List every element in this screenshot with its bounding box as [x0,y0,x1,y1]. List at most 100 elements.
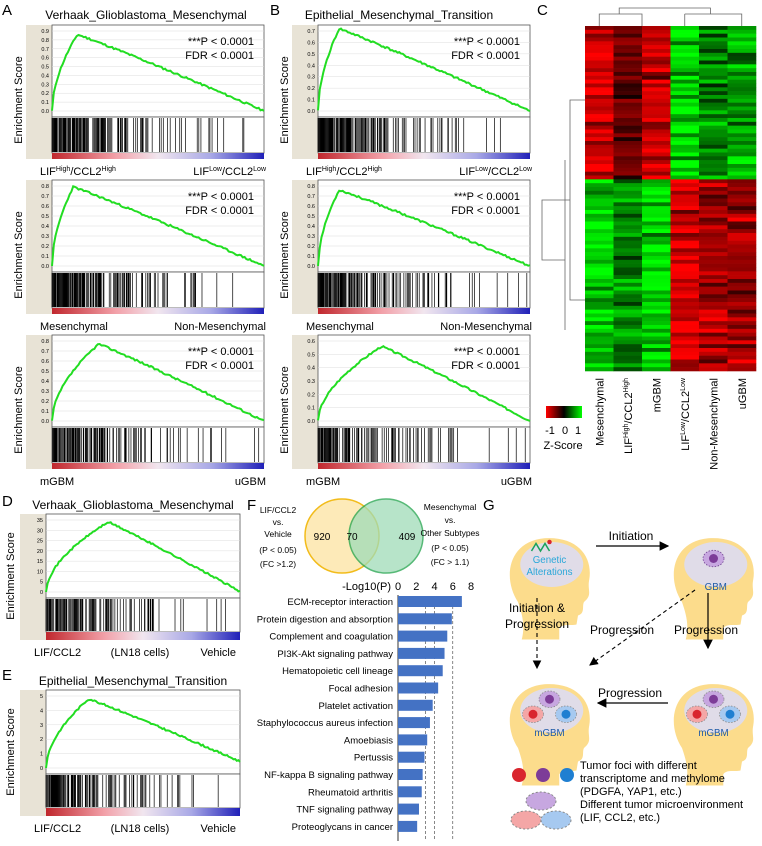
heatmap-cell [670,118,700,123]
heatmap-cell [642,248,671,253]
heatmap-cell [670,202,700,207]
heatmap-cell [670,141,700,146]
heatmap-cell [642,83,671,88]
heatmap-cell [613,129,643,134]
heatmap-cell [727,114,757,119]
heatmap-cell [670,332,700,337]
heatmap-cell [699,256,728,261]
heatmap-cell [727,279,757,284]
heatmap-cell [727,164,757,169]
bar [398,699,433,711]
gsea-fdr: FDR < 0.0001 [451,205,520,217]
heatmap-cell [670,363,700,368]
heatmap-cell [699,252,728,257]
panel-label-c: C [537,2,548,19]
heatmap-cell [613,328,643,333]
gsea-ytick-strip [20,514,46,640]
heatmap-cell [699,156,728,161]
legend-foci-text: Tumor foci with different [580,760,697,772]
heatmap-cell [699,363,728,368]
heatmap-cell [585,363,614,368]
heatmap-cell [727,351,757,356]
heatmap-cell [642,29,671,34]
heatmap-cell [642,60,671,65]
heatmap-cell [585,210,614,215]
zscore-legend: -1 0 1 Z-Score [543,406,583,452]
gsea-ytick: 0.4 [307,63,315,69]
gsea-ytick: 0.0 [41,109,49,115]
heatmap-cell [699,175,728,180]
heatmap-cell [727,72,757,77]
heatmap-cell [642,271,671,276]
heatmap-cell [613,344,643,349]
heatmap-cell [613,355,643,360]
heatmap-cell [670,325,700,330]
gsea-plot-b3: 0.6 0.5 0.4 0.3 0.2 0.1 0.0 Enrichment Score ***… [279,334,532,488]
heatmap-cell [699,302,728,307]
heatmap-cell [699,144,728,149]
heatmap-cell [699,244,728,249]
heatmap-cell [670,83,700,88]
heatmap-cell [642,367,671,372]
heatmap-cell [699,282,728,287]
init-prog-label: Initiation & [509,601,565,615]
gsea-ytick: 0.2 [41,91,49,97]
heatmap-cell [670,305,700,310]
panel-a-title: Verhaak_Glioblastoma_Mesenchymal [45,8,246,22]
heatmap-cell [585,367,614,372]
panel-label-b: B [270,2,280,19]
heatmap-cell [727,305,757,310]
heatmap-cell [642,263,671,268]
heatmap-cell [670,328,700,333]
heatmap-cell [613,45,643,50]
heatmap-cell [727,106,757,111]
gsea-hits-frame [317,426,531,464]
heatmap-cell [727,160,757,165]
heatmap-cell [699,102,728,107]
heatmap-cell [727,259,757,264]
heatmap-cell [670,125,700,130]
gsea-ytick: 0.0 [41,264,49,270]
gsea-ylabel: Enrichment Score [279,56,291,143]
heatmap-cell [642,68,671,73]
heatmap-cell [670,359,700,364]
heatmap-cell [670,206,700,211]
enrichment-curve [51,342,265,422]
heatmap-cell [727,98,757,103]
gsea-score-frame [45,513,241,599]
heatmap-cell [727,37,757,42]
bar-category-label: Rheumatoid arthritis [308,787,393,798]
heatmap-cell [670,148,700,153]
heatmap-cell [642,98,671,103]
gsea-ytick-strip [26,180,52,314]
heatmap-cell [727,167,757,172]
arrow-progression-diag [589,589,696,666]
bar-xtick: 0 [395,581,401,593]
gsea-ytick: 0 [40,590,43,596]
mgbm-label: mGBM [534,728,564,739]
gsea-ytick: 0 [40,766,43,772]
gsea-ytick: 0.8 [307,184,315,190]
gsea-right-label: uGBM [235,476,266,488]
gsea-ytick: 0.3 [307,379,315,385]
brain [520,542,584,587]
heatmap-cell [642,95,671,100]
heatmap-cell [585,190,614,195]
heatmap-cell [670,210,700,215]
heatmap-cell [699,202,728,207]
heatmap-cell [699,68,728,73]
heatmap-cell [727,91,757,96]
heatmap-cell [613,321,643,326]
heatmap-cell [613,317,643,322]
heatmap-cell [699,325,728,330]
heatmap-cell [670,102,700,107]
venn-left-line: Vehicle [264,529,292,539]
heatmap-cell [585,344,614,349]
heatmap-column-label: Mesenchymal [594,378,606,446]
heatmap-cell [699,106,728,111]
gsea-ytick-strip [292,335,318,469]
heatmap-column-label: LIFLow/CCL2Low [680,377,692,451]
heatmap-cell [727,83,757,88]
heatmap-cell [699,95,728,100]
